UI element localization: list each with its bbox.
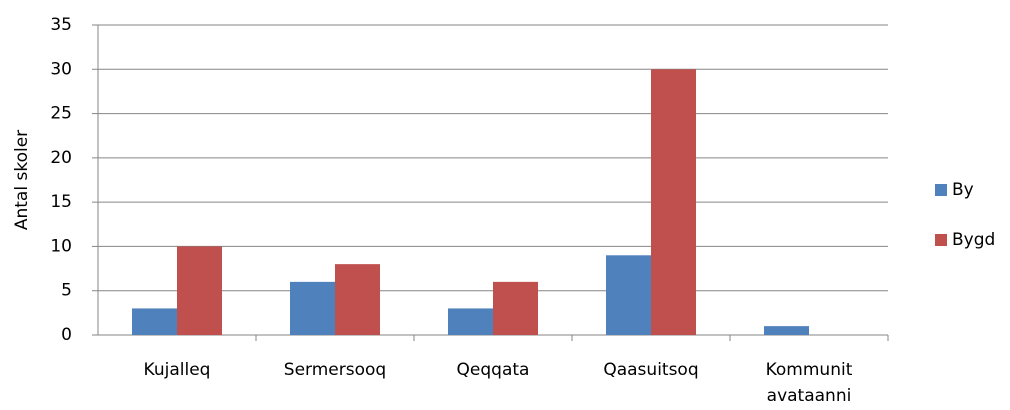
bar (651, 69, 696, 336)
x-tick-label: Kujalleq (143, 360, 211, 380)
bar (177, 246, 222, 335)
bar (448, 308, 493, 335)
bar (290, 281, 335, 335)
bar (493, 281, 538, 335)
bar (764, 326, 809, 335)
y-tick-label: 35 (50, 15, 72, 35)
legend-swatch (935, 234, 947, 246)
legend-label: Bygd (952, 230, 995, 250)
y-tick-label: 25 (50, 104, 72, 124)
x-tick-label: Qeqqata (456, 360, 530, 380)
bar (335, 264, 380, 335)
y-axis-label: Antal skoler (12, 130, 32, 230)
y-tick-label: 30 (50, 59, 72, 79)
bar (132, 308, 177, 335)
y-tick-label: 15 (50, 192, 72, 212)
y-tick-label: 10 (50, 236, 72, 256)
bar (606, 255, 651, 335)
y-tick-label: 0 (61, 325, 72, 345)
y-tick-label: 5 (61, 281, 72, 301)
x-tick-label: Sermersooq (283, 360, 387, 380)
y-tick-label: 20 (50, 148, 72, 168)
legend-label: By (952, 180, 974, 200)
x-tick-label: Kommunit avataanni (765, 360, 853, 406)
x-tick-label: Qaasuitsoq (603, 360, 699, 380)
legend-swatch (935, 184, 947, 196)
